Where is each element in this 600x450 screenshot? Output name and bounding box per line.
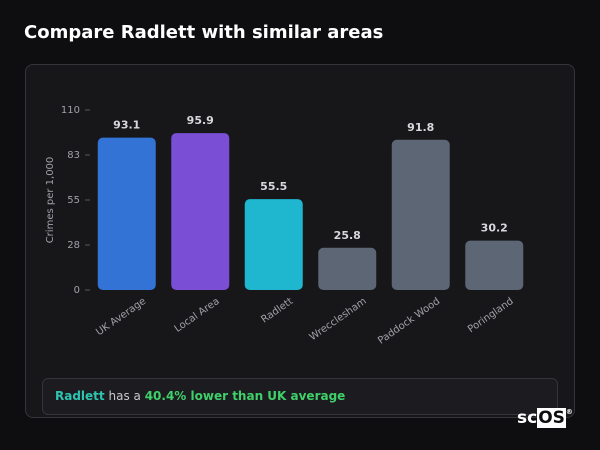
x-tick-label: Radlett <box>259 296 295 326</box>
value-label: 91.8 <box>407 121 434 134</box>
y-axis-label: Crimes per 1,000 <box>45 157 56 244</box>
logo-boxed: OS <box>537 408 566 428</box>
summary-area: Radlett <box>55 389 105 403</box>
value-label: 30.2 <box>481 222 508 235</box>
bar <box>244 199 303 290</box>
x-tick-label: Local Area <box>173 296 222 335</box>
summary-text: has a <box>108 389 141 403</box>
bar <box>391 139 450 290</box>
summary-highlight: 40.4% lower than UK average <box>144 389 346 403</box>
summary: Radlett has a 40.4% lower than UK averag… <box>42 378 558 415</box>
y-tick-label: 110 <box>61 105 80 116</box>
bar <box>318 247 377 290</box>
page-title: Compare Radlett with similar areas <box>24 22 384 43</box>
x-tick-label: Paddock Wood <box>376 296 442 347</box>
y-tick-label: 0 <box>74 285 80 296</box>
logo: scOS® <box>517 408 573 428</box>
y-tick-label: 28 <box>67 240 80 251</box>
y-tick-label: 55 <box>67 195 80 206</box>
bar <box>171 133 230 290</box>
bar <box>97 137 156 290</box>
bar <box>465 240 524 290</box>
value-label: 95.9 <box>187 114 214 127</box>
y-tick-label: 83 <box>67 150 80 161</box>
x-tick-label: Wrecclesham <box>308 296 369 343</box>
value-label: 55.5 <box>260 180 287 193</box>
logo-prefix: sc <box>517 408 538 428</box>
value-label: 93.1 <box>113 119 140 132</box>
logo-mark: ® <box>565 408 573 416</box>
value-label: 25.8 <box>334 229 361 242</box>
x-tick-label: Poringland <box>466 296 516 335</box>
x-tick-label: UK Average <box>94 296 148 338</box>
